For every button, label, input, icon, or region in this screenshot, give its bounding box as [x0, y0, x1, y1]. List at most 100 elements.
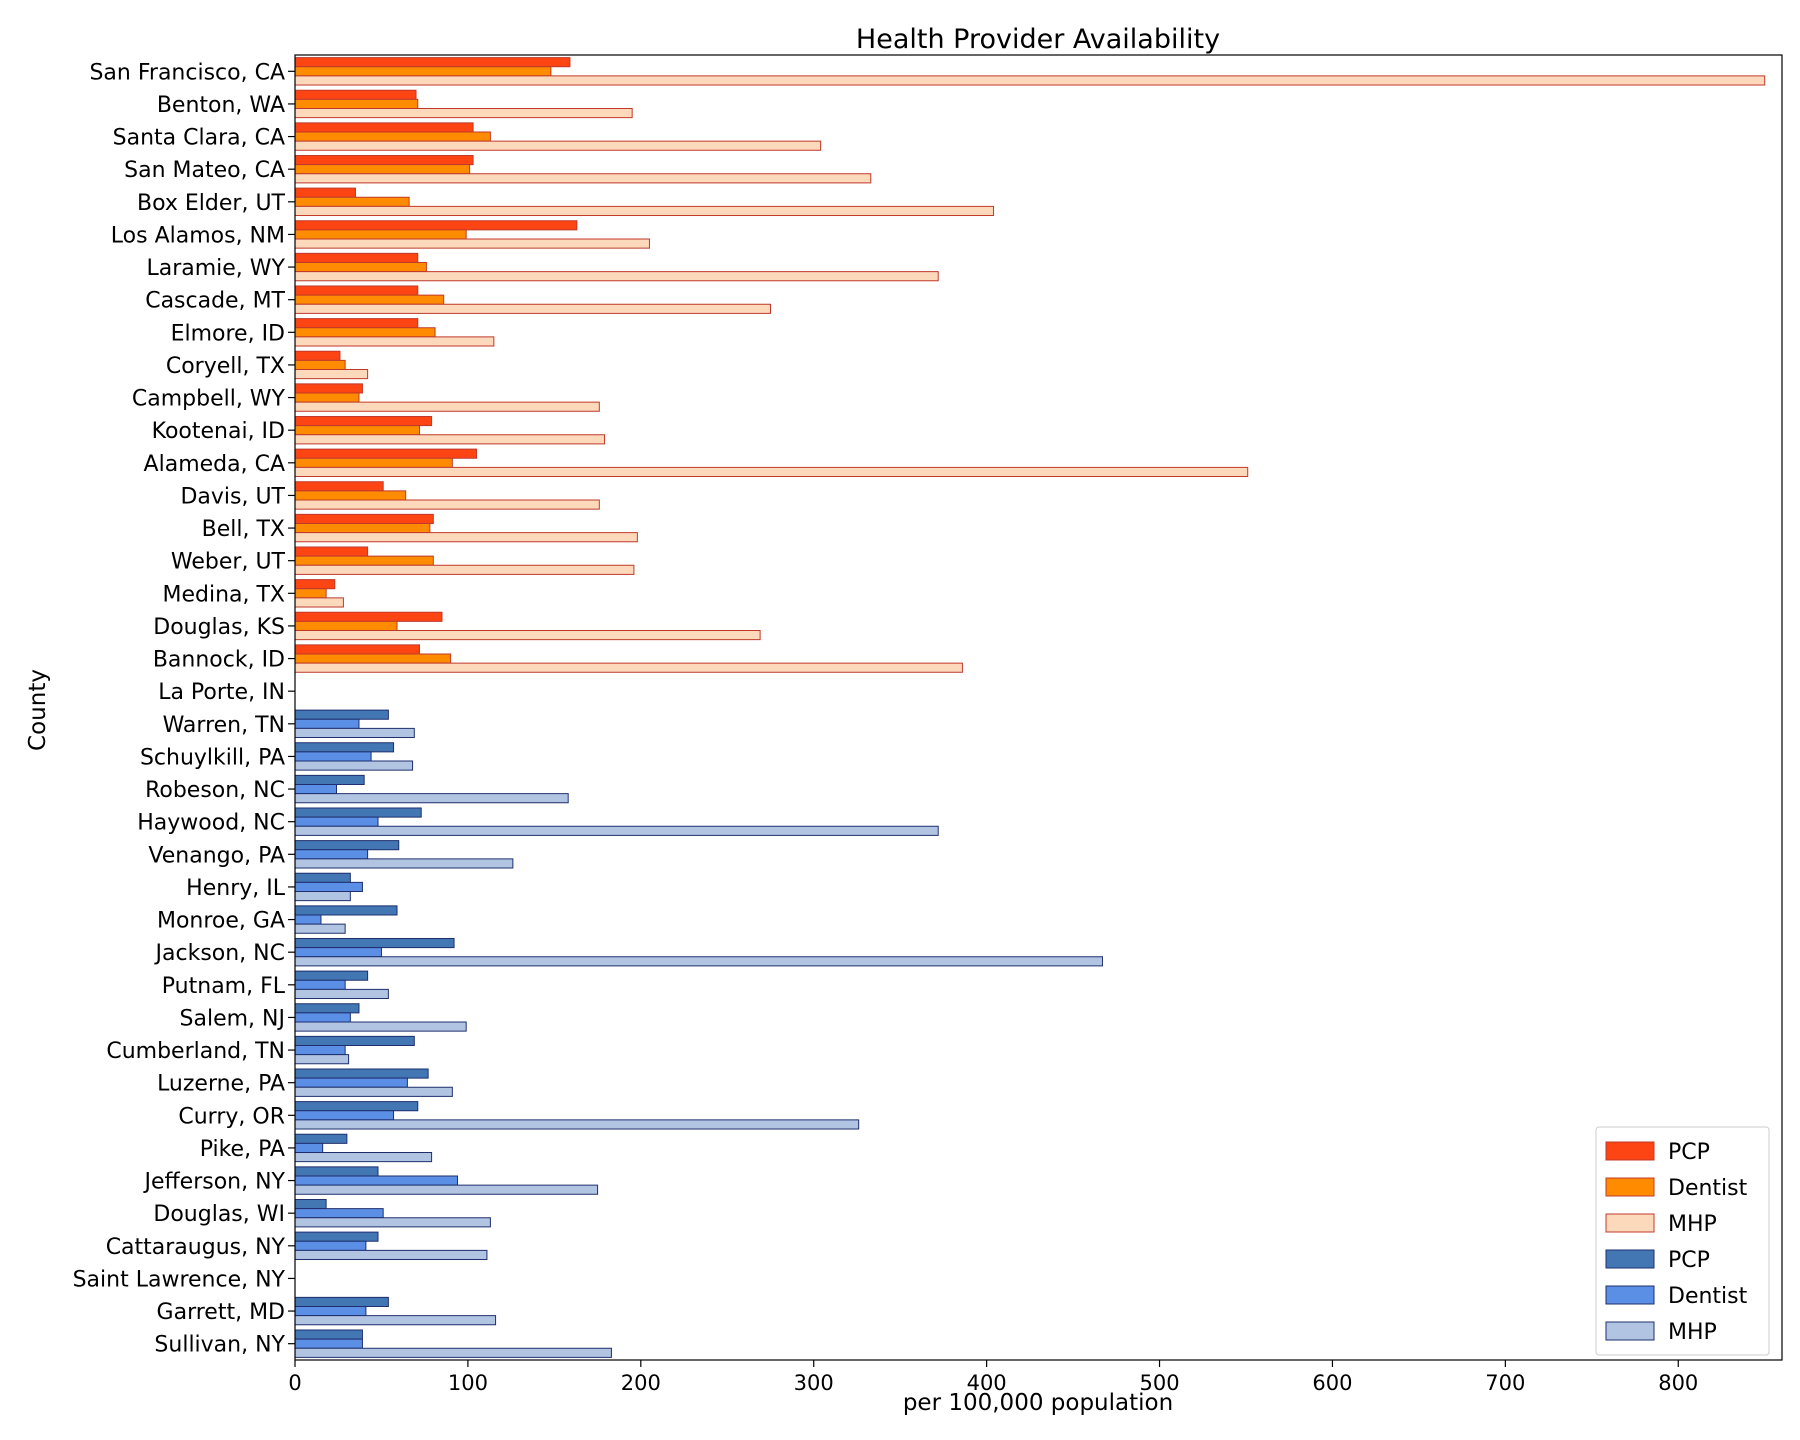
bars-layer	[294, 57, 1766, 1358]
y-tick-label: Luzerne, PA	[157, 1072, 285, 1097]
y-tick-label: Warren, TN	[163, 713, 285, 738]
bar-top-mhp-14	[294, 532, 638, 543]
y-axis-label: County	[25, 669, 51, 751]
legend-swatch-bottom-dentist	[1605, 1285, 1655, 1305]
bar-top-dentist-11	[294, 425, 420, 436]
legend-swatch-bottom-mhp	[1605, 1321, 1655, 1341]
bar-top-pcp-0	[294, 57, 571, 68]
bar-top-mhp-16	[294, 597, 344, 608]
y-tick-label: Benton, WA	[157, 93, 285, 118]
bar-top-mhp-15	[294, 564, 635, 575]
bar-bottom-pcp-28	[294, 970, 369, 981]
bar-top-pcp-1	[294, 89, 417, 100]
bar-bottom-mhp-35	[294, 1217, 491, 1228]
bar-bottom-dentist-20	[294, 718, 360, 729]
legend-swatch-top-dentist	[1605, 1177, 1655, 1197]
y-tick-label: San Mateo, CA	[124, 158, 285, 183]
bar-top-dentist-17	[294, 620, 398, 632]
bar-top-dentist-18	[294, 653, 452, 664]
y-tick-label: Coryell, TX	[166, 354, 285, 379]
bar-bottom-pcp-36	[294, 1231, 379, 1242]
bar-top-dentist-15	[294, 555, 434, 566]
bar-bottom-pcp-31	[294, 1068, 429, 1079]
y-tick-label: Henry, IL	[186, 876, 286, 901]
y-tick-label: Bell, TX	[202, 517, 285, 542]
y-tick-label: Medina, TX	[162, 582, 285, 607]
bar-bottom-mhp-30	[294, 1054, 350, 1065]
legend: PCP Dentist MHP PCP Dentist MHP	[1595, 1126, 1770, 1356]
bar-bottom-dentist-35	[294, 1208, 384, 1219]
bar-bottom-pcp-29	[294, 1003, 360, 1014]
y-tick-label: Salem, NJ	[180, 1006, 285, 1031]
bar-top-dentist-8	[294, 327, 436, 338]
y-tick-label: Cattaraugus, NY	[106, 1235, 286, 1260]
y-tick-label: Alameda, CA	[144, 452, 285, 477]
bar-bottom-mhp-26	[294, 923, 346, 934]
y-tick-label: Saint Lawrence, NY	[73, 1267, 286, 1292]
y-tick-label: Curry, OR	[178, 1104, 285, 1129]
y-tick-label: Elmore, ID	[171, 321, 285, 346]
bar-top-mhp-7	[294, 303, 771, 314]
y-tick-label: Los Alamos, NM	[111, 223, 285, 248]
bar-top-dentist-10	[294, 392, 360, 403]
bar-bottom-dentist-34	[294, 1175, 459, 1186]
bar-top-pcp-7	[294, 285, 419, 296]
bar-bottom-mhp-21	[294, 760, 414, 771]
bar-top-mhp-1	[294, 108, 633, 119]
bar-bottom-dentist-26	[294, 914, 322, 925]
bar-bottom-pcp-23	[294, 807, 422, 818]
bar-bottom-pcp-30	[294, 1035, 415, 1046]
bar-bottom-dentist-24	[294, 849, 369, 860]
bar-top-mhp-11	[294, 434, 606, 445]
bar-top-pcp-17	[294, 611, 443, 622]
legend-swatch-top-pcp	[1605, 1141, 1655, 1161]
bar-top-pcp-10	[294, 383, 363, 394]
bar-bottom-dentist-27	[294, 947, 382, 958]
legend-label: MHP	[1668, 1320, 1717, 1345]
y-tick-label: Monroe, GA	[157, 909, 285, 934]
bar-top-pcp-9	[294, 350, 341, 361]
bar-bottom-dentist-36	[294, 1240, 367, 1251]
bar-bottom-dentist-33	[294, 1142, 324, 1154]
legend-swatch-bottom-pcp	[1605, 1249, 1655, 1269]
bar-bottom-pcp-32	[294, 1101, 419, 1112]
bar-bottom-pcp-39	[294, 1329, 363, 1340]
bar-top-pcp-6	[294, 252, 419, 263]
bar-top-dentist-12	[294, 457, 453, 468]
y-tick-label: Campbell, WY	[132, 387, 286, 412]
bar-top-mhp-18	[294, 662, 963, 673]
bar-top-pcp-14	[294, 513, 434, 524]
bar-top-pcp-8	[294, 318, 419, 329]
bar-bottom-dentist-39	[294, 1338, 363, 1349]
bar-bottom-mhp-27	[294, 956, 1103, 967]
bar-top-mhp-4	[294, 205, 995, 217]
y-tick-label: Cumberland, TN	[106, 1039, 285, 1064]
bar-bottom-mhp-36	[294, 1249, 488, 1261]
legend-label: Dentist	[1668, 1284, 1748, 1309]
bar-top-pcp-13	[294, 481, 384, 492]
bar-bottom-mhp-22	[294, 793, 569, 804]
bar-bottom-pcp-26	[294, 905, 398, 916]
y-tick-label: Pike, PA	[200, 1137, 285, 1162]
bar-top-mhp-8	[294, 336, 495, 347]
bar-top-dentist-2	[294, 131, 491, 142]
bar-bottom-mhp-31	[294, 1086, 453, 1097]
bar-top-pcp-16	[294, 579, 336, 590]
legend-label: Dentist	[1668, 1176, 1748, 1201]
plot-frame	[294, 54, 1783, 1361]
bar-top-mhp-6	[294, 271, 939, 282]
bar-bottom-dentist-21	[294, 751, 372, 762]
x-tick-label: 800	[1658, 1371, 1698, 1395]
bar-bottom-dentist-30	[294, 1044, 346, 1056]
bar-top-mhp-3	[294, 173, 872, 184]
bar-top-mhp-12	[294, 466, 1249, 478]
bar-top-dentist-14	[294, 522, 431, 534]
y-tick-label: Kootenai, ID	[152, 419, 285, 444]
legend-swatch-top-mhp	[1605, 1213, 1655, 1233]
bar-bottom-pcp-35	[294, 1198, 327, 1210]
x-tick-label: 700	[1485, 1371, 1525, 1395]
y-tick-label: Laramie, WY	[146, 256, 285, 281]
y-tick-label: Davis, UT	[180, 484, 285, 509]
bar-bottom-mhp-23	[294, 825, 939, 836]
